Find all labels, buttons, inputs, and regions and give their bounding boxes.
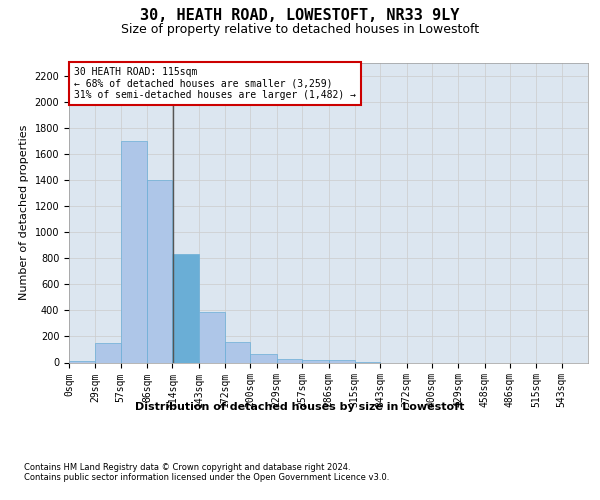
Bar (172, 254, 199, 362)
Bar (121, 141, 147, 362)
Bar (302, 360, 329, 362)
Text: 30 HEATH ROAD: 115sqm
← 68% of detached houses are smaller (3,259)
31% of semi-d: 30 HEATH ROAD: 115sqm ← 68% of detached … (74, 67, 356, 100)
Bar (199, 312, 225, 362)
Bar (250, 354, 277, 362)
Bar (95, 343, 121, 362)
Text: Contains HM Land Registry data © Crown copyright and database right 2024.: Contains HM Land Registry data © Crown c… (24, 462, 350, 471)
Bar (69, 361, 95, 362)
Bar (329, 360, 355, 362)
Bar (147, 180, 172, 362)
Bar (277, 358, 302, 362)
Y-axis label: Number of detached properties: Number of detached properties (19, 125, 29, 300)
Text: Contains public sector information licensed under the Open Government Licence v3: Contains public sector information licen… (24, 472, 389, 482)
Text: Size of property relative to detached houses in Lowestoft: Size of property relative to detached ho… (121, 22, 479, 36)
Text: Distribution of detached houses by size in Lowestoft: Distribution of detached houses by size … (136, 402, 464, 412)
Text: 30, HEATH ROAD, LOWESTOFT, NR33 9LY: 30, HEATH ROAD, LOWESTOFT, NR33 9LY (140, 8, 460, 22)
Bar (225, 342, 250, 362)
